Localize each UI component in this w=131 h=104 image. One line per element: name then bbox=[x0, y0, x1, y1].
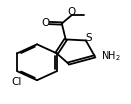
Text: Cl: Cl bbox=[12, 77, 22, 87]
Text: NH$_2$: NH$_2$ bbox=[101, 49, 121, 63]
Text: O: O bbox=[68, 7, 76, 17]
Text: S: S bbox=[86, 33, 92, 43]
Text: O: O bbox=[42, 18, 50, 28]
